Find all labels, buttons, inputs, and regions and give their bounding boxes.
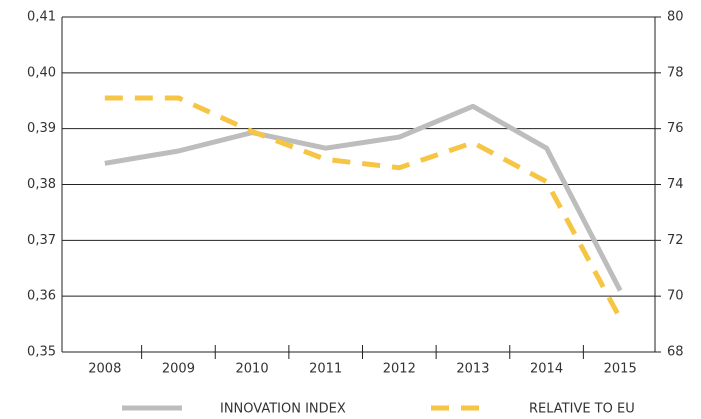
x-tick-label: 2011 xyxy=(309,362,342,377)
y2-tick-label: 70 xyxy=(667,289,684,304)
x-tick-label: 2010 xyxy=(236,362,269,377)
x-tick-label: 2012 xyxy=(383,362,416,377)
y-tick-label: 0,39 xyxy=(27,121,56,136)
x-tick-label: 2014 xyxy=(530,362,563,377)
legend-label: INNOVATION INDEX xyxy=(220,402,346,417)
y2-tick-label: 76 xyxy=(667,121,684,136)
y-tick-label: 0,37 xyxy=(27,233,56,248)
y2-tick-label: 72 xyxy=(667,233,684,248)
y2-tick-label: 68 xyxy=(667,345,684,360)
y2-tick-label: 78 xyxy=(667,65,684,80)
series-line xyxy=(104,103,623,292)
y2-tick-label: 80 xyxy=(667,10,684,25)
y-tick-label: 0,38 xyxy=(27,177,56,192)
legend-label: RELATIVE TO EU xyxy=(529,402,635,417)
y-tick-label: 0,40 xyxy=(27,65,56,80)
y-tick-label: 0,41 xyxy=(27,10,56,25)
x-tick-label: 2008 xyxy=(88,362,121,377)
y-tick-label: 0,36 xyxy=(27,289,56,304)
series-line xyxy=(104,95,623,320)
x-tick-label: 2013 xyxy=(456,362,489,377)
x-tick-label: 2009 xyxy=(162,362,195,377)
y2-tick-label: 74 xyxy=(667,177,684,192)
x-tick-label: 2015 xyxy=(604,362,637,377)
y-tick-label: 0,35 xyxy=(27,345,56,360)
